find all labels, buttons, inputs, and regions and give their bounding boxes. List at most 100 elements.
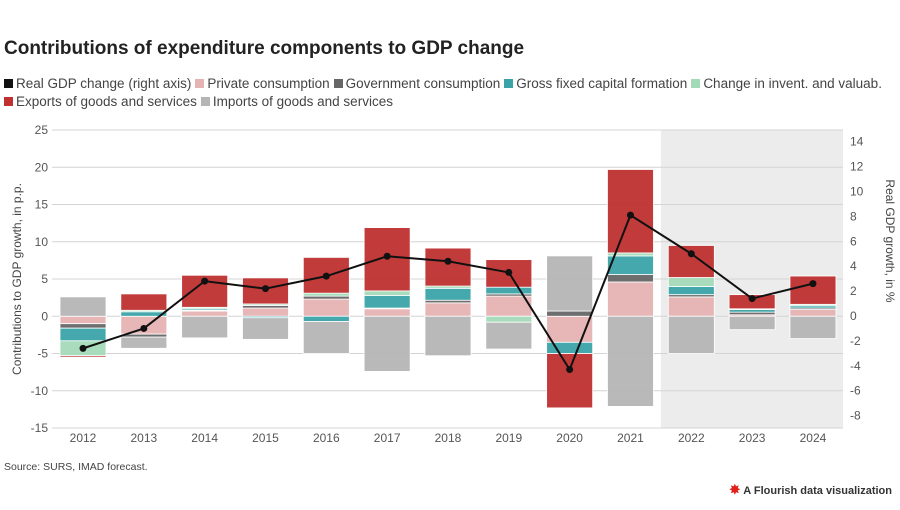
legend-swatch [691,79,701,88]
bar-segment [424,302,472,317]
legend-item[interactable]: Change in invent. and valuab. [691,75,882,93]
legend-label: Gross fixed capital formation [516,76,688,91]
bar-segment [424,315,472,357]
y2-tick-label: 2 [850,284,857,298]
bar-segment [607,169,654,254]
legend-label: Change in invent. and valuab. [703,76,882,91]
bar-segment [546,255,594,312]
legend-swatch [4,79,13,88]
bar-segment [120,336,168,349]
y2-tick-label: 6 [850,234,857,248]
gdp-point [505,268,513,276]
legend-swatch [333,79,343,88]
legend-item[interactable]: Imports of goods and services [200,93,393,111]
gdp-point [626,211,634,219]
chart-title: Contributions of expenditure components … [4,38,525,59]
gdp-point [322,272,330,280]
x-tick-label: 2012 [70,431,97,445]
bar-segment [181,310,229,317]
y-axis-label: Contributions to GDP growth, in p.p. [10,183,24,375]
x-tick-label: 2020 [556,431,583,445]
y-tick-label: 5 [41,272,48,286]
x-tick-label: 2019 [495,431,522,445]
bar-segment [485,315,533,323]
bar-segment [363,290,411,296]
bar-segment [302,321,350,354]
gdp-point [140,324,148,332]
bar-segment [607,274,654,283]
legend-swatch [200,97,210,106]
bar-segment [363,294,411,309]
gdp-point [444,257,452,265]
y-tick-label: 10 [35,235,49,249]
bar-segment [302,315,350,322]
gdp-point [809,280,817,288]
y-tick-label: 0 [41,309,48,323]
gdp-point [687,250,695,258]
bar-segment [789,309,837,317]
y2-tick-label: 14 [850,135,864,149]
bar-segment [242,317,289,340]
x-tick-label: 2024 [800,431,827,445]
y2-tick-label: -2 [850,334,861,348]
bar-segment [302,292,350,297]
y2-tick-label: -8 [850,409,861,423]
bar-segment [302,295,350,300]
bar-segment [120,293,168,311]
bar-segment [546,353,594,409]
legend-item[interactable]: Exports of goods and services [4,93,197,111]
bar-segment [59,323,107,329]
x-tick-label: 2021 [617,431,644,445]
y2-tick-label: 12 [850,160,864,174]
bar-segment [667,277,715,287]
gdp-point [383,252,391,260]
bar-segment [181,315,229,339]
bar-segment [59,355,107,358]
bar-segment [59,315,107,325]
y2-tick-label: 0 [850,309,857,323]
y2-tick-label: 8 [850,209,857,223]
x-tick-label: 2022 [678,431,705,445]
y2-axis-label: Real GDP growth, in % [883,179,897,302]
flourish-label: A Flourish data visualization [743,485,892,497]
x-tick-label: 2018 [435,431,462,445]
gdp-point [79,344,87,352]
bar-segment [607,315,654,407]
bar-segment [667,286,715,296]
legend-item[interactable]: Government consumption [333,75,501,93]
bar-segment [59,327,107,342]
legend-item[interactable]: Gross fixed capital formation [504,75,687,93]
bar-segment [667,296,715,317]
legend-item[interactable]: Real GDP change (right axis) [4,75,191,93]
legend: Real GDP change (right axis) Private cons… [4,75,894,111]
legend-swatch [195,79,205,88]
y-tick-label: -10 [31,384,49,398]
legend-label: Government consumption [345,76,501,91]
y2-tick-label: -4 [850,359,861,373]
legend-swatch [4,97,13,106]
y-tick-label: 25 [35,123,49,137]
y-tick-label: 20 [35,160,49,174]
y-tick-label: -15 [31,421,49,435]
flourish-credit[interactable]: ✸ A Flourish data visualization [729,482,892,498]
x-tick-label: 2014 [191,431,218,445]
legend-item[interactable]: Private consumption [195,75,330,93]
bar-segment [607,281,654,317]
bar-segment [485,321,533,350]
source-note: Source: SURS, IMAD forecast. [4,461,148,473]
bar-segment [424,287,472,301]
y2-tick-label: 10 [850,185,864,199]
y-tick-label: -5 [37,347,48,361]
x-tick-label: 2023 [739,431,766,445]
y2-tick-label: 4 [850,259,857,273]
bar-segment [363,315,411,372]
x-tick-label: 2017 [374,431,401,445]
bar-segment [363,308,411,317]
bar-segment [302,298,350,317]
gdp-point [201,277,209,285]
gdp-point [261,285,269,293]
bar-segment [242,307,289,317]
legend-label: Real GDP change (right axis) [16,76,192,91]
